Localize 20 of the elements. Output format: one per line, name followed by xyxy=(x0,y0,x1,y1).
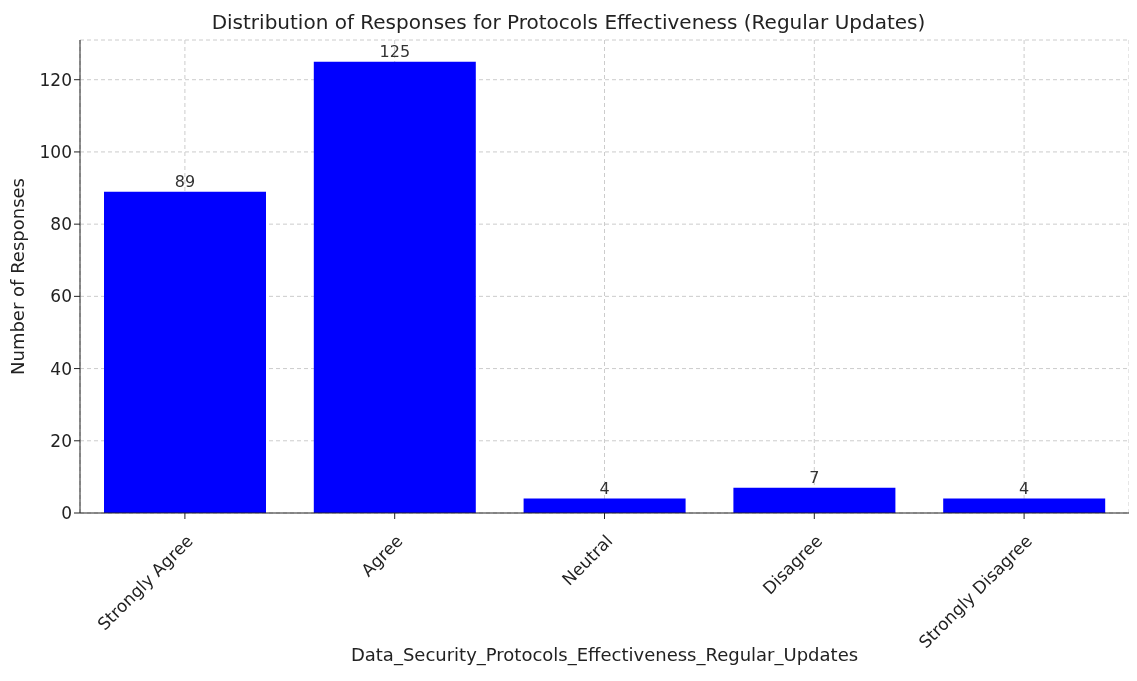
y-axis-title: Number of Responses xyxy=(7,178,29,375)
data-label: 4 xyxy=(599,478,610,498)
bar xyxy=(523,498,686,513)
y-tick-label: 80 xyxy=(50,214,72,235)
y-tick-label: 40 xyxy=(50,358,72,379)
chart-title: Distribution of Responses for Protocols Effectiveness (Regular Updates) xyxy=(210,10,927,34)
bar xyxy=(943,498,1106,513)
y-tick-label: 20 xyxy=(50,430,72,451)
y-tick-label: 0 xyxy=(61,503,72,524)
data-label: 125 xyxy=(379,41,411,61)
bar xyxy=(313,61,476,513)
y-tick-label: 120 xyxy=(39,69,72,90)
y-tick-label: 100 xyxy=(39,141,72,162)
bar xyxy=(733,487,896,513)
data-label: 89 xyxy=(174,171,196,191)
data-label: 7 xyxy=(809,467,820,487)
x-axis-title: Data_Security_Protocols_Effectiveness_Regular_Updates xyxy=(350,644,859,666)
bar xyxy=(104,191,266,513)
y-tick-label: 60 xyxy=(50,286,72,307)
data-label: 4 xyxy=(1019,478,1030,498)
